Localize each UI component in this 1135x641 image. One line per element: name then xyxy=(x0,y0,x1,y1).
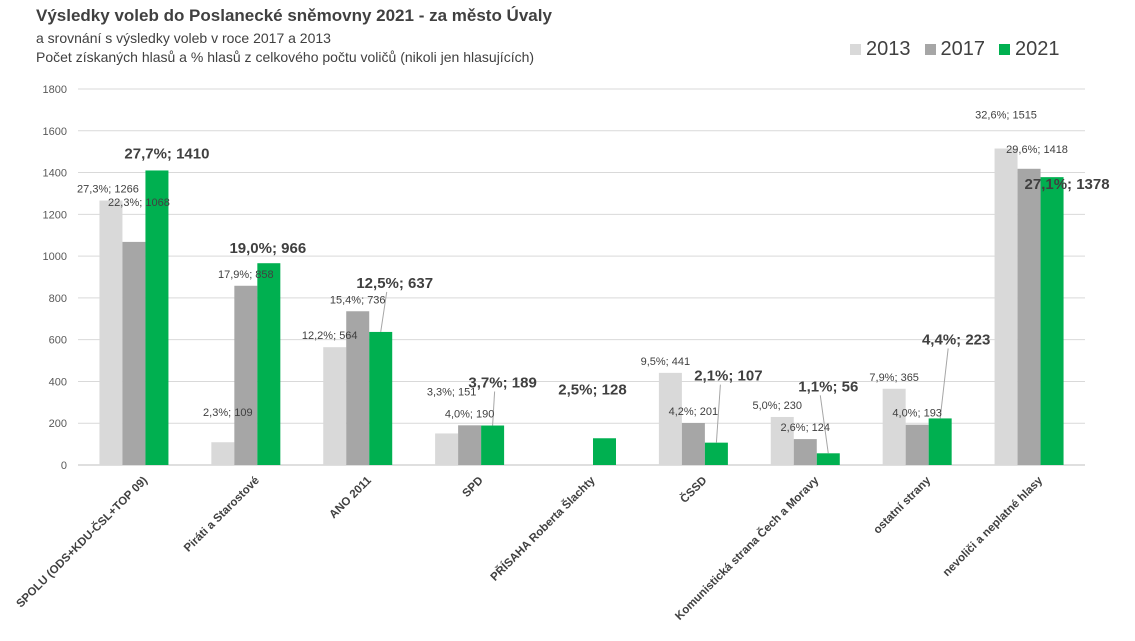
data-label-2017: 2,6%; 124 xyxy=(781,422,831,434)
bar-2021-6 xyxy=(816,453,840,465)
data-label-2013: 12,2%; 564 xyxy=(302,330,358,342)
bar-2021-1 xyxy=(257,263,281,465)
y-tick-label: 1200 xyxy=(43,209,67,221)
bar-2021-0 xyxy=(145,170,169,465)
y-axis: 0 200 400 600 800 1000 1200 1400 1600 1800 xyxy=(43,84,67,472)
legend-label-2017: 2017 xyxy=(940,38,986,60)
bar-2017-0 xyxy=(122,241,146,465)
data-label-2013: 7,9%; 365 xyxy=(869,372,919,384)
data-label-2021: 12,5%; 637 xyxy=(356,275,433,292)
bar-2013-8 xyxy=(994,148,1018,466)
leader-line xyxy=(492,391,496,426)
chart-subtitle-2: Počet získaných hlasů a % hlasů z celkov… xyxy=(36,49,535,65)
bar-2021-8 xyxy=(1040,177,1064,465)
chart-subtitle-1: a srovnání s výsledky voleb v roce 2017 … xyxy=(36,30,331,46)
data-label-2021: 1,1%; 56 xyxy=(798,378,858,395)
bar-2013-0 xyxy=(99,200,123,465)
leader-line xyxy=(819,395,829,454)
bar-2017-1 xyxy=(234,285,258,465)
bar-2013-7 xyxy=(882,388,906,465)
bar-2017-8 xyxy=(1017,168,1041,465)
y-tick-label: 1000 xyxy=(43,251,67,263)
legend-item-2017: 2017 xyxy=(924,38,986,61)
x-category-label: SPOLU (ODS+KDU-ČSL+TOP 09) xyxy=(14,474,150,610)
data-label-2017: 17,9%; 858 xyxy=(218,269,274,281)
data-label-2013: 5,0%; 230 xyxy=(753,400,803,412)
leader-lines xyxy=(380,291,949,454)
bar-2013-3 xyxy=(435,433,459,465)
data-label-2013: 27,3%; 1266 xyxy=(77,184,139,196)
bar-2021-5 xyxy=(704,442,728,465)
data-label-2013: 3,3%; 151 xyxy=(427,386,477,398)
x-category-label: nevoliči a neplatné hlasy xyxy=(941,474,1046,579)
y-tick-label: 1400 xyxy=(43,168,67,180)
data-label-2017: 4,0%; 190 xyxy=(445,408,495,420)
bar-2013-2 xyxy=(323,347,347,465)
leader-line xyxy=(939,348,949,419)
bar-2013-1 xyxy=(211,442,235,465)
x-category-label: PŘÍSAHA Roberta Šlachty xyxy=(488,474,598,584)
legend-swatch-2021 xyxy=(999,44,1010,55)
data-label-2013: 9,5%; 441 xyxy=(641,356,691,368)
data-label-2017: 29,6%; 1418 xyxy=(1006,144,1068,156)
leader-line xyxy=(715,384,721,443)
legend-item-2021: 2021 xyxy=(999,38,1060,61)
data-label-2021: 4,4%; 223 xyxy=(922,331,990,348)
y-tick-label: 400 xyxy=(49,376,67,388)
bar-2013-6 xyxy=(770,416,794,465)
bar-2021-4 xyxy=(593,438,616,465)
x-category-label: ostatní strany xyxy=(871,474,933,536)
bars xyxy=(99,148,1064,466)
data-label-2017: 4,2%; 201 xyxy=(669,406,719,418)
data-label-2021: 19,0%; 966 xyxy=(229,240,306,257)
data-label-2021: 27,7%; 1410 xyxy=(124,145,209,162)
bar-2021-2 xyxy=(369,331,393,465)
data-label-2021: 2,5%; 128 xyxy=(558,381,626,398)
x-category-label: ČSSD xyxy=(678,474,710,506)
x-category-label: SPD xyxy=(461,475,486,500)
legend-item-2013: 2013 xyxy=(850,38,911,61)
bar-2017-5 xyxy=(681,423,705,465)
legend-swatch-2013 xyxy=(850,44,861,55)
chart-title: Výsledky voleb do Poslanecké sněmovny 20… xyxy=(36,6,552,25)
y-tick-label: 200 xyxy=(49,418,67,430)
x-category-label: Piráti a Starostové xyxy=(182,475,262,555)
bar-2017-3 xyxy=(458,425,482,465)
bar-2021-3 xyxy=(481,425,505,465)
data-label-2021: 2,1%; 107 xyxy=(694,368,762,385)
y-tick-label: 1600 xyxy=(43,126,67,138)
y-tick-label: 1800 xyxy=(43,84,67,96)
data-label-2021: 27,1%; 1378 xyxy=(1025,176,1110,193)
legend-label-2021: 2021 xyxy=(1015,38,1060,60)
legend-label-2013: 2013 xyxy=(866,38,911,60)
y-tick-label: 800 xyxy=(49,293,67,305)
data-label-2021: 3,7%; 189 xyxy=(468,375,536,392)
legend: 2013 2017 2021 xyxy=(850,38,1060,61)
data-label-2013: 32,6%; 1515 xyxy=(975,110,1037,122)
data-label-2017: 22,3%; 1068 xyxy=(108,197,170,209)
bar-2017-7 xyxy=(905,424,929,465)
bar-2013-5 xyxy=(658,372,682,465)
x-axis: SPOLU (ODS+KDU-ČSL+TOP 09) Piráti a Staro… xyxy=(14,474,1046,623)
bar-2021-7 xyxy=(928,418,952,465)
y-tick-label: 600 xyxy=(49,335,67,347)
data-label-2017: 4,0%; 193 xyxy=(892,408,942,420)
bar-2017-2 xyxy=(346,311,370,465)
x-category-label: ANO 2011 xyxy=(327,474,374,521)
data-label-2013: 2,3%; 109 xyxy=(203,407,253,419)
bar-2017-6 xyxy=(793,439,817,465)
y-tick-label: 0 xyxy=(61,460,67,472)
leader-line xyxy=(380,291,388,333)
legend-swatch-2017 xyxy=(924,44,936,55)
data-label-2017: 15,4%; 736 xyxy=(330,294,386,306)
